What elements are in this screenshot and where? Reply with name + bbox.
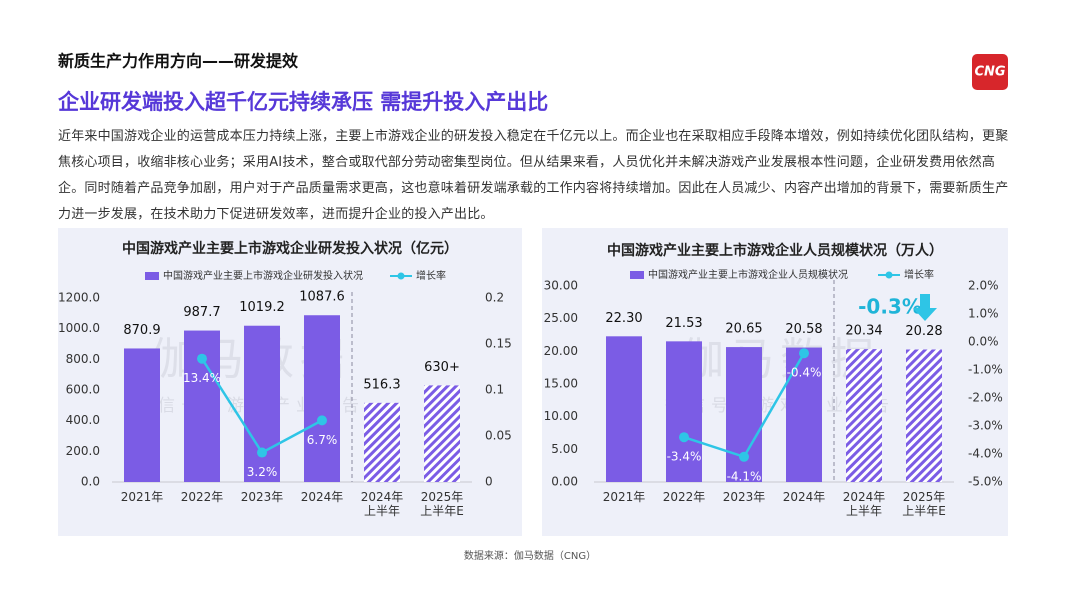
line-point (197, 353, 207, 364)
legend-label: 增长率 (416, 269, 446, 282)
line-point (739, 451, 749, 462)
y-tick-label: 30.00 (544, 279, 578, 293)
bar-value-label: 21.53 (665, 316, 702, 331)
bar-value-label: 516.3 (363, 377, 400, 392)
bar (124, 348, 160, 482)
line-value-label: -0.4% (787, 366, 822, 380)
x-tick-label: 2023年 (722, 490, 766, 504)
line-point (257, 447, 267, 458)
x-tick-label: 2024年 (782, 490, 826, 504)
bar-value-label: 870.9 (123, 323, 160, 338)
bar-value-label: 20.65 (725, 322, 762, 337)
y-tick-label: 0.00 (551, 475, 578, 489)
legend-label: 中国游戏产业主要上市游戏企业人员规模状况 (648, 268, 848, 281)
bar (906, 349, 942, 482)
annotation-arrow (913, 294, 937, 321)
y2-tick-label: -5.0% (968, 475, 1003, 489)
y-tick-label: 200.0 (66, 444, 100, 458)
legend-label: 中国游戏产业主要上市游戏企业研发投入状况 (163, 269, 363, 282)
bar-value-label: 1019.2 (239, 300, 285, 315)
y-tick-label: 1000.0 (58, 321, 100, 335)
x-tick-label: 2022年 (180, 490, 224, 504)
source: 数据来源：伽马数据（CNG） (464, 549, 596, 562)
y2-tick-label: 2.0% (968, 279, 999, 293)
legend-swatch (145, 272, 159, 280)
headline: 企业研发端投入超千亿元持续承压 需提升投入产出比 (57, 90, 548, 114)
line-value-label: -4.1% (727, 469, 762, 483)
x-tick-label: 2024年 (300, 490, 344, 504)
line-value-label: 6.7% (307, 433, 338, 447)
bar (786, 347, 822, 482)
bar (184, 330, 220, 482)
legend-dot (397, 272, 405, 280)
y-tick-label: 5.00 (551, 442, 578, 456)
bar-value-label: 20.34 (845, 324, 882, 339)
y2-tick-label: 0.1 (485, 383, 504, 397)
body-text: 近年来中国游戏企业的运营成本压力持续上涨，主要上市游戏企业的研发投入稳定在千亿元… (58, 129, 1009, 222)
y2-tick-label: 0.05 (485, 429, 512, 443)
legend-dot (885, 271, 893, 279)
line-point (799, 348, 809, 359)
logo-text: CNG (974, 65, 1005, 80)
y2-tick-label: -3.0% (968, 419, 1003, 433)
annotation: -0.3% (858, 295, 922, 319)
bar-value-label: 987.7 (183, 305, 220, 320)
x-tick-label: 2023年 (240, 490, 284, 504)
x-tick-label: 2025年 上半年E (420, 490, 464, 518)
bar (364, 402, 400, 482)
y-tick-label: 800.0 (66, 352, 100, 366)
y2-tick-label: -1.0% (968, 363, 1003, 377)
bar-value-label: 20.28 (905, 324, 942, 339)
y2-tick-label: 0.0% (968, 335, 999, 349)
y-tick-label: 20.00 (544, 344, 578, 358)
legend-swatch (630, 271, 644, 279)
watermark: 伽马数据 (680, 334, 880, 385)
line-point (317, 415, 327, 426)
y2-tick-label: 0 (485, 475, 493, 489)
legend-label: 增长率 (904, 268, 934, 281)
y-tick-label: 1200.0 (58, 291, 100, 305)
bar (666, 341, 702, 482)
y-tick-label: 0.0 (81, 475, 100, 489)
chart-title: 中国游戏产业主要上市游戏企业人员规模状况（万人） (607, 242, 943, 259)
line-point (679, 432, 689, 443)
watermark: 微信号：游戏产业报告 (665, 396, 895, 416)
bar-value-label: 20.58 (785, 322, 822, 337)
line-value-label: 13.4% (183, 371, 221, 385)
logo-badge (972, 54, 1008, 90)
x-tick-label: 2021年 (602, 490, 646, 504)
x-tick-label: 2025年 上半年E (902, 490, 946, 518)
y2-tick-label: -2.0% (968, 391, 1003, 405)
y-tick-label: 15.00 (544, 377, 578, 391)
section-title: 新质生产力作用方向——研发提效 (58, 52, 298, 71)
y-tick-label: 600.0 (66, 383, 100, 397)
y-tick-label: 400.0 (66, 413, 100, 427)
x-tick-label: 2021年 (120, 490, 164, 504)
bar-value-label: 630+ (424, 360, 460, 375)
bar (304, 315, 340, 482)
bar (846, 349, 882, 482)
chart-title: 中国游戏产业主要上市游戏企业研发投入状况（亿元） (122, 240, 458, 257)
bar-value-label: 22.30 (605, 311, 642, 326)
line-value-label: 3.2% (247, 465, 278, 479)
x-tick-label: 2024年 上半年 (842, 490, 886, 518)
bar-value-label: 1087.6 (299, 290, 345, 305)
bar (606, 336, 642, 482)
x-tick-label: 2024年 上半年 (360, 490, 404, 518)
bar (244, 325, 280, 482)
y2-tick-label: 0.15 (485, 337, 512, 351)
y-tick-label: 10.00 (544, 409, 578, 423)
y2-tick-label: 1.0% (968, 307, 999, 321)
line-value-label: -3.4% (667, 450, 702, 464)
x-tick-label: 2022年 (662, 490, 706, 504)
bar (424, 385, 460, 482)
y-tick-label: 25.00 (544, 311, 578, 325)
y2-tick-label: -4.0% (968, 447, 1003, 461)
y2-tick-label: 0.2 (485, 291, 504, 305)
